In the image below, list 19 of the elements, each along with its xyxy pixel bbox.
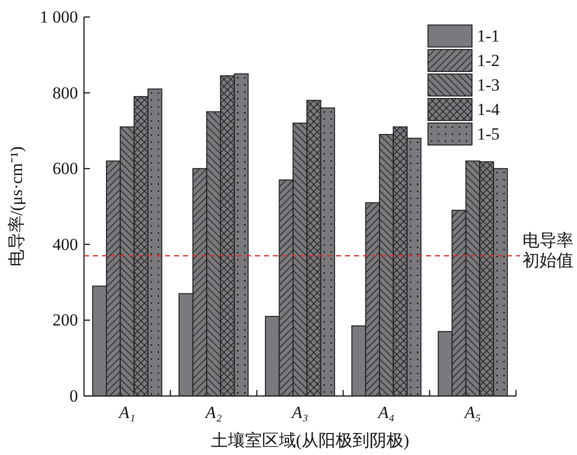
y-tick-label: 600: [52, 159, 78, 178]
x-tick-label: A₄: [377, 403, 395, 422]
y-tick-label: 400: [52, 234, 78, 254]
y-tick-label: 1 000: [40, 8, 78, 26]
y-tick-label: 800: [52, 83, 78, 102]
legend-label: 1-3: [477, 76, 500, 94]
y-tick-label: 200: [52, 310, 78, 330]
legend-label: 1-2: [477, 51, 500, 70]
ref-line-label: 电导率初始值: [522, 230, 574, 270]
x-tick-label: A₅: [464, 403, 482, 422]
x-tick-label: A₂: [204, 403, 222, 422]
legend-label: 1-1: [477, 26, 500, 46]
x-tick-label: A₁: [118, 403, 136, 422]
legend-label: 1-5: [477, 124, 500, 144]
y-tick-label: 0: [70, 386, 78, 406]
y-axis-title: 电导率/(μs·cm⁻¹): [7, 146, 26, 267]
legend-label: 1-4: [477, 100, 500, 119]
x-tick-label: A₃: [290, 403, 308, 422]
x-axis-title: 土壤室区域(从阳极到阴极): [210, 431, 410, 450]
